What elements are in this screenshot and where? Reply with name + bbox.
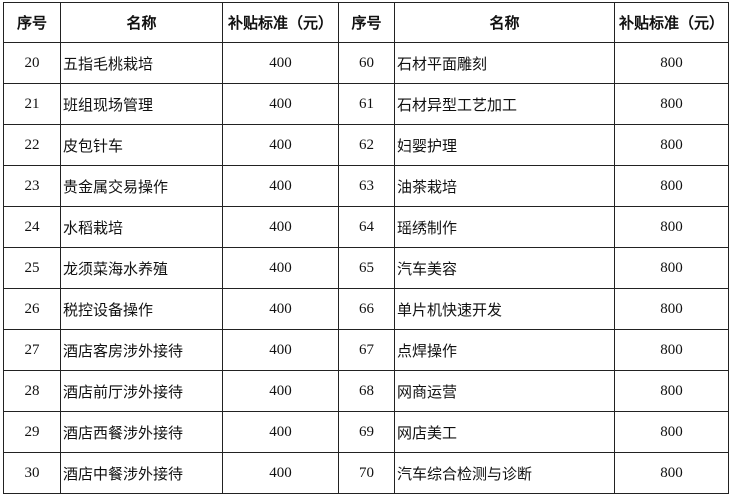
row-subsidy: 400 xyxy=(222,165,339,207)
row-number: 69 xyxy=(338,411,395,453)
row-name: 网商运营 xyxy=(394,370,615,412)
row-subsidy: 400 xyxy=(222,288,339,330)
table-row: 23 贵金属交易操作 400 63 油茶栽培 800 xyxy=(3,165,729,207)
row-subsidy: 800 xyxy=(614,329,729,371)
row-number: 20 xyxy=(3,42,61,84)
row-name: 酒店中餐涉外接待 xyxy=(60,452,223,494)
row-subsidy: 400 xyxy=(222,83,339,125)
row-subsidy: 800 xyxy=(614,411,729,453)
row-name: 妇婴护理 xyxy=(394,124,615,166)
header-subsidy: 补贴标准（元） xyxy=(614,2,729,43)
row-name: 酒店客房涉外接待 xyxy=(60,329,223,371)
header-no: 序号 xyxy=(338,2,395,43)
table-row: 22 皮包针车 400 62 妇婴护理 800 xyxy=(3,124,729,166)
row-name: 龙须菜海水养殖 xyxy=(60,247,223,289)
row-subsidy: 800 xyxy=(614,165,729,207)
row-subsidy: 800 xyxy=(614,42,729,84)
row-number: 22 xyxy=(3,124,61,166)
subsidy-table: 序号 名称 补贴标准（元） 序号 名称 补贴标准（元） 20 五指毛桃栽培 400 6… xyxy=(3,2,729,494)
row-subsidy: 400 xyxy=(222,370,339,412)
row-name: 网店美工 xyxy=(394,411,615,453)
table-row: 21 班组现场管理 400 61 石材异型工艺加工 800 xyxy=(3,83,729,125)
row-subsidy: 400 xyxy=(222,329,339,371)
row-subsidy: 800 xyxy=(614,124,729,166)
row-name: 税控设备操作 xyxy=(60,288,223,330)
table-row: 27 酒店客房涉外接待 400 67 点焊操作 800 xyxy=(3,329,729,371)
table-row: 25 龙须菜海水养殖 400 65 汽车美容 800 xyxy=(3,247,729,289)
row-number: 67 xyxy=(338,329,395,371)
row-name: 石材平面雕刻 xyxy=(394,42,615,84)
row-number: 65 xyxy=(338,247,395,289)
row-number: 62 xyxy=(338,124,395,166)
header-subsidy: 补贴标准（元） xyxy=(222,2,339,43)
table-row: 20 五指毛桃栽培 400 60 石材平面雕刻 800 xyxy=(3,42,729,84)
row-subsidy: 800 xyxy=(614,370,729,412)
row-number: 29 xyxy=(3,411,61,453)
row-name: 汽车综合检测与诊断 xyxy=(394,452,615,494)
row-number: 61 xyxy=(338,83,395,125)
row-number: 21 xyxy=(3,83,61,125)
row-name: 单片机快速开发 xyxy=(394,288,615,330)
header-name: 名称 xyxy=(60,2,223,43)
row-name: 班组现场管理 xyxy=(60,83,223,125)
row-subsidy: 800 xyxy=(614,206,729,248)
row-subsidy: 400 xyxy=(222,124,339,166)
row-number: 23 xyxy=(3,165,61,207)
row-subsidy: 800 xyxy=(614,452,729,494)
row-number: 60 xyxy=(338,42,395,84)
row-number: 25 xyxy=(3,247,61,289)
row-name: 贵金属交易操作 xyxy=(60,165,223,207)
header-no: 序号 xyxy=(3,2,61,43)
row-name: 酒店前厅涉外接待 xyxy=(60,370,223,412)
row-number: 63 xyxy=(338,165,395,207)
row-subsidy: 800 xyxy=(614,83,729,125)
row-subsidy: 400 xyxy=(222,42,339,84)
row-name: 酒店西餐涉外接待 xyxy=(60,411,223,453)
table-row: 24 水稻栽培 400 64 瑶绣制作 800 xyxy=(3,206,729,248)
header-name: 名称 xyxy=(394,2,615,43)
row-number: 66 xyxy=(338,288,395,330)
row-subsidy: 400 xyxy=(222,411,339,453)
table-row: 30 酒店中餐涉外接待 400 70 汽车综合检测与诊断 800 xyxy=(3,452,729,494)
row-name: 皮包针车 xyxy=(60,124,223,166)
row-name: 点焊操作 xyxy=(394,329,615,371)
row-name: 水稻栽培 xyxy=(60,206,223,248)
row-name: 石材异型工艺加工 xyxy=(394,83,615,125)
row-number: 68 xyxy=(338,370,395,412)
row-subsidy: 400 xyxy=(222,247,339,289)
table-row: 29 酒店西餐涉外接待 400 69 网店美工 800 xyxy=(3,411,729,453)
row-number: 26 xyxy=(3,288,61,330)
row-number: 64 xyxy=(338,206,395,248)
row-subsidy: 800 xyxy=(614,288,729,330)
row-subsidy: 800 xyxy=(614,247,729,289)
row-name: 汽车美容 xyxy=(394,247,615,289)
row-number: 24 xyxy=(3,206,61,248)
table-row: 28 酒店前厅涉外接待 400 68 网商运营 800 xyxy=(3,370,729,412)
row-name: 五指毛桃栽培 xyxy=(60,42,223,84)
row-name: 油茶栽培 xyxy=(394,165,615,207)
header-row: 序号 名称 补贴标准（元） 序号 名称 补贴标准（元） xyxy=(3,2,729,43)
row-subsidy: 400 xyxy=(222,452,339,494)
row-number: 28 xyxy=(3,370,61,412)
row-number: 70 xyxy=(338,452,395,494)
table-row: 26 税控设备操作 400 66 单片机快速开发 800 xyxy=(3,288,729,330)
row-number: 27 xyxy=(3,329,61,371)
row-number: 30 xyxy=(3,452,61,494)
row-name: 瑶绣制作 xyxy=(394,206,615,248)
row-subsidy: 400 xyxy=(222,206,339,248)
